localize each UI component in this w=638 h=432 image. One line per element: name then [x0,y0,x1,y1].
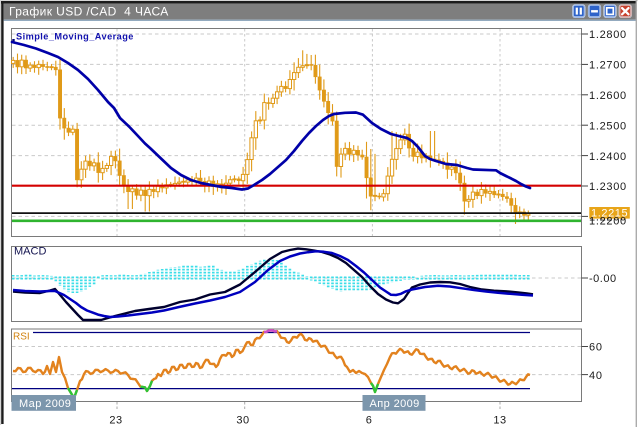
svg-text:Апр 2009: Апр 2009 [370,398,420,410]
svg-text:График USD /CAD 4 ЧАСА: График USD /CAD 4 ЧАСА [9,5,169,19]
svg-text:13: 13 [493,415,506,427]
svg-text:1.2215: 1.2215 [591,208,628,220]
svg-text:1.2400: 1.2400 [589,151,627,163]
svg-text:RSI: RSI [13,332,30,343]
svg-text:23: 23 [109,415,122,427]
svg-text:6: 6 [366,415,373,427]
svg-text:-0.00: -0.00 [589,273,617,285]
svg-text:Simple_Moving_Average: Simple_Moving_Average [16,32,134,42]
svg-text:1.2300: 1.2300 [589,181,627,193]
svg-text:1.2700: 1.2700 [589,60,627,72]
svg-text:1.2500: 1.2500 [589,120,627,132]
svg-text:1.2800: 1.2800 [589,29,627,41]
svg-text:40: 40 [589,370,603,382]
svg-text:1.2200: 1.2200 [589,216,627,228]
svg-text:MACD: MACD [14,246,46,258]
svg-text:1.2600: 1.2600 [589,90,627,102]
svg-text:Мар 2009: Мар 2009 [19,398,71,410]
svg-text:60: 60 [589,342,603,354]
svg-text:30: 30 [236,415,249,427]
